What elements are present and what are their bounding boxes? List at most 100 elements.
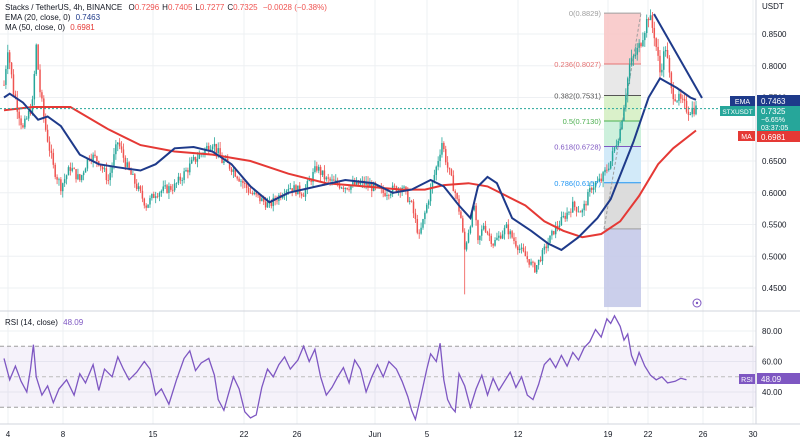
candle-body [429, 188, 432, 202]
candle-body [600, 178, 602, 182]
candle-body [338, 184, 341, 188]
candle-body [310, 180, 312, 182]
candle-body [221, 156, 223, 163]
price-tick-label: 0.5500 [762, 221, 787, 230]
candle-body [469, 226, 472, 233]
candle-body [602, 172, 604, 182]
fibonacci-retracement[interactable] [603, 12, 642, 308]
candle-body [606, 169, 608, 171]
candle-body [147, 204, 149, 208]
candle-body [14, 94, 17, 99]
fib-zone [604, 146, 641, 183]
ema-legend-label: EMA (20, close, 0) [5, 13, 71, 22]
candle-body [672, 88, 674, 100]
candle-body [486, 231, 489, 234]
candle-body [479, 235, 481, 241]
candle-body [581, 210, 583, 213]
candle-body [393, 185, 396, 187]
candle-body [501, 234, 504, 239]
candle-body [35, 44, 37, 74]
rsi-axis[interactable]: 80.00 60.00 40.00 [762, 327, 783, 397]
candle-body [526, 256, 529, 260]
rsi-line [3, 314, 687, 422]
candle-body [37, 44, 39, 70]
candle-body [554, 225, 557, 235]
candle-body [551, 230, 553, 236]
candle-body [664, 50, 667, 52]
candle-body [56, 176, 58, 180]
candle-body [414, 213, 417, 219]
candle-body [647, 19, 650, 21]
fib-level-label: 0.5(0.7130) [563, 117, 602, 126]
candle-body [52, 152, 55, 165]
candle-body [566, 212, 568, 219]
candle-body [503, 227, 506, 235]
trendline[interactable] [653, 13, 703, 99]
candle-body [122, 149, 125, 158]
candle-body [640, 43, 642, 47]
candle-body [693, 107, 695, 115]
candle-body [687, 111, 690, 115]
candle-body [287, 188, 290, 191]
candle-body [553, 230, 555, 235]
candle-body [27, 110, 30, 119]
candle-body [405, 186, 407, 190]
candle-body [242, 180, 244, 183]
svg-text:MA (50, close, 0) 0.6981: MA (50, close, 0) 0.6981 [5, 23, 95, 32]
candle-body [208, 145, 210, 152]
price-tick-label: 0.6500 [762, 157, 787, 166]
candle-body [187, 170, 189, 173]
candle-body [276, 200, 278, 202]
time-axis[interactable]: 4 8 15 22 26 Jun 5 12 19 22 26 30 [6, 430, 758, 439]
candle-body [24, 118, 26, 128]
candle-body [130, 169, 132, 175]
event-marker[interactable] [692, 298, 702, 308]
candle-body [18, 111, 20, 119]
candle-body [615, 145, 618, 148]
candle-body [390, 193, 392, 196]
candle-body [7, 52, 9, 70]
candle-body [213, 143, 216, 147]
candle-body [568, 211, 570, 213]
candle-body [678, 93, 680, 101]
candle-body [450, 169, 453, 176]
candle-body [120, 146, 123, 150]
ema-legend-value: 0.7463 [76, 13, 101, 22]
ohlc-value: 0.7296 [135, 3, 160, 12]
candle-body [94, 154, 96, 157]
candle-body [397, 188, 400, 192]
candle-body [619, 128, 621, 141]
candle-body [46, 129, 49, 142]
candle-body [444, 149, 447, 163]
candle-body [564, 215, 566, 219]
ohlc-value: 0.7325 [233, 3, 258, 12]
candle-body [99, 165, 102, 167]
candle-body [10, 62, 13, 75]
candle-body [111, 165, 113, 173]
candle-body [528, 259, 530, 265]
candle-body [293, 185, 295, 192]
candle-body [196, 158, 199, 162]
candle-body [659, 55, 661, 73]
candle-body [164, 185, 166, 187]
candle-body [695, 105, 697, 115]
candle-body [613, 147, 616, 152]
ema-20-line [3, 77, 697, 252]
price-axis[interactable]: 0.85000.80000.75000.70000.65000.60000.55… [762, 30, 787, 293]
candle-body [113, 154, 115, 166]
fib-level-label: 0.786(0.6157) [554, 179, 601, 188]
candle-body [585, 203, 587, 206]
fibonacci-labels: 0(0.8829) 0.236(0.8027) 0.382(0.7531) 0.5(0… [554, 9, 601, 188]
chart-legend: Stacks / TetherUS, 4h, BINANCE O0.7296 H0… [5, 3, 327, 327]
rsi-tick-label: 80.00 [762, 327, 783, 336]
candle-body [179, 176, 182, 181]
candle-body [376, 185, 379, 187]
candle-body [323, 170, 326, 180]
candle-body [228, 162, 231, 169]
candle-body [636, 47, 638, 55]
candle-body [247, 188, 250, 193]
candle-body [465, 242, 468, 250]
candle-body [60, 179, 62, 192]
ohlc-value: 0.7277 [200, 3, 225, 12]
